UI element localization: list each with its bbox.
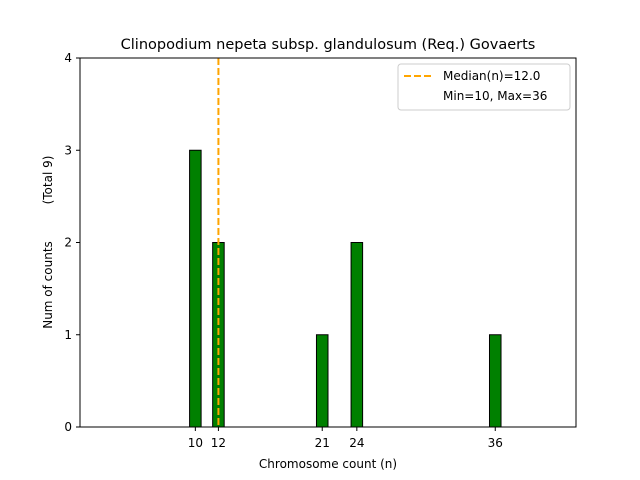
bar-n-36 — [488, 334, 502, 428]
legend: Median(n)=12.0 Min=10, Max=36 — [397, 63, 571, 111]
y-tick-label-1: 1 — [64, 328, 72, 342]
y-tick-label-2: 2 — [64, 236, 72, 250]
y-tick-label-3: 3 — [64, 143, 72, 157]
bar-n-21 — [315, 334, 329, 428]
legend-range-label: Min=10, Max=36 — [443, 89, 547, 103]
bar-n-24 — [350, 242, 364, 428]
x-axis-ticks: 10 12 21 24 36 — [188, 427, 503, 450]
legend-median-label: Median(n)=12.0 — [443, 69, 540, 83]
legend-box — [397, 63, 571, 111]
chart-title: Clinopodium nepeta subsp. glandulosum (R… — [121, 37, 536, 53]
y-tick-label-4: 4 — [64, 51, 72, 65]
y-axis-total-label: (Total 9) — [41, 156, 55, 205]
x-tick-label-10: 10 — [188, 436, 203, 450]
x-tick-label-12: 12 — [211, 436, 226, 450]
x-tick-label-24: 24 — [349, 436, 364, 450]
y-axis-ticks: 0 1 2 3 4 — [64, 51, 80, 434]
x-axis-label: Chromosome count (n) — [259, 457, 397, 471]
y-tick-label-0: 0 — [64, 420, 72, 434]
x-tick-label-21: 21 — [315, 436, 330, 450]
bar-n-10 — [189, 149, 202, 428]
x-tick-label-36: 36 — [488, 436, 503, 450]
y-axis-label: Num of counts — [41, 241, 55, 329]
